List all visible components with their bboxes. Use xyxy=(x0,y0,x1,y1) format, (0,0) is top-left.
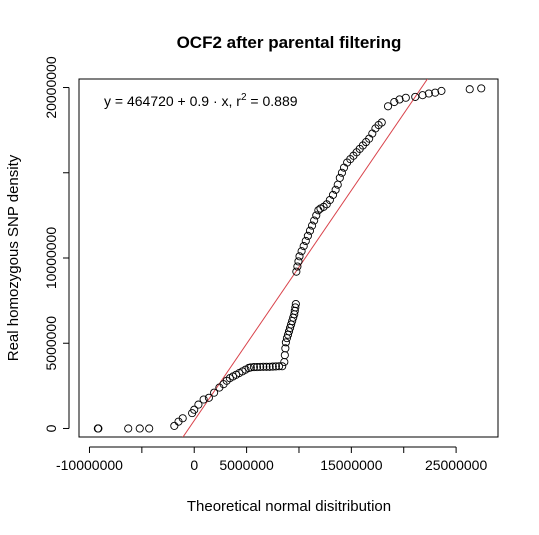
data-point xyxy=(301,236,310,246)
data-point xyxy=(418,91,427,100)
x-tick-label: 15000000 xyxy=(320,457,383,473)
y-axis-label: Real homozygous SNP density xyxy=(5,154,22,361)
data-point xyxy=(265,362,274,371)
data-point xyxy=(303,231,312,240)
data-point xyxy=(259,362,268,371)
data-point xyxy=(401,93,410,102)
y-tick-label: 10000000 xyxy=(43,227,59,290)
data-point xyxy=(292,267,301,276)
data-point xyxy=(395,95,404,104)
data-point xyxy=(328,190,338,199)
data-point xyxy=(297,247,306,256)
data-point xyxy=(390,97,399,107)
data-point xyxy=(331,185,340,194)
regression-equation-sup: 2 xyxy=(241,92,247,103)
x-tick-label: -10000000 xyxy=(56,457,123,473)
regression-equation: y = 464720 + 0.9 · x, r2 = 0.889 xyxy=(104,92,298,109)
data-point xyxy=(295,252,304,261)
data-point xyxy=(249,363,258,372)
x-tick-label: 0 xyxy=(190,457,198,473)
y-tick-label: 5000000 xyxy=(43,316,59,371)
data-point xyxy=(383,102,393,111)
data-point xyxy=(271,362,280,371)
x-tick-label: 25000000 xyxy=(425,457,488,473)
data-point xyxy=(411,92,420,101)
data-point xyxy=(280,351,289,360)
x-tick-label: 5000000 xyxy=(219,457,274,473)
data-point xyxy=(293,262,302,271)
data-point xyxy=(477,84,486,93)
regression-equation-value: = 0.889 xyxy=(247,93,298,109)
y-tick-label: 0 xyxy=(43,424,59,432)
data-point xyxy=(210,388,219,397)
data-point xyxy=(135,424,144,433)
data-point xyxy=(275,362,284,371)
x-axis-label: Theoretical normal disitribution xyxy=(187,498,391,515)
data-point xyxy=(335,173,344,182)
data-point xyxy=(310,216,319,225)
data-point xyxy=(145,424,154,433)
data-point xyxy=(377,118,386,127)
data-point xyxy=(278,362,287,371)
data-point xyxy=(281,338,290,347)
data-point xyxy=(256,362,265,371)
data-point xyxy=(170,421,179,430)
chart-title: OCF2 after parental filtering xyxy=(177,33,402,52)
y-tick-label: 20000000 xyxy=(43,56,59,119)
data-point xyxy=(253,363,262,372)
data-point xyxy=(305,226,315,235)
data-point xyxy=(281,344,290,353)
data-point xyxy=(246,363,255,372)
data-point xyxy=(204,393,213,402)
data-point xyxy=(291,299,300,309)
data-point xyxy=(94,424,103,433)
data-point xyxy=(294,257,303,266)
data-point xyxy=(299,242,308,251)
data-point xyxy=(337,168,346,177)
data-point xyxy=(124,424,133,433)
data-point xyxy=(431,88,440,97)
regression-equation-main: y = 464720 + 0.9 · x, r xyxy=(104,93,241,109)
data-point xyxy=(291,303,300,312)
data-point xyxy=(312,211,321,220)
regression-line xyxy=(182,79,429,437)
data-point xyxy=(308,221,317,230)
data-point xyxy=(465,85,474,94)
data-point xyxy=(368,129,377,138)
plot-frame xyxy=(78,78,499,438)
data-point xyxy=(262,362,271,371)
data-point xyxy=(280,357,289,367)
data-point xyxy=(194,400,203,409)
data-point xyxy=(268,362,277,371)
data-point xyxy=(190,405,199,414)
data-point xyxy=(437,86,446,95)
data-point xyxy=(424,89,433,98)
data-point xyxy=(199,395,208,404)
data-point xyxy=(178,414,187,423)
